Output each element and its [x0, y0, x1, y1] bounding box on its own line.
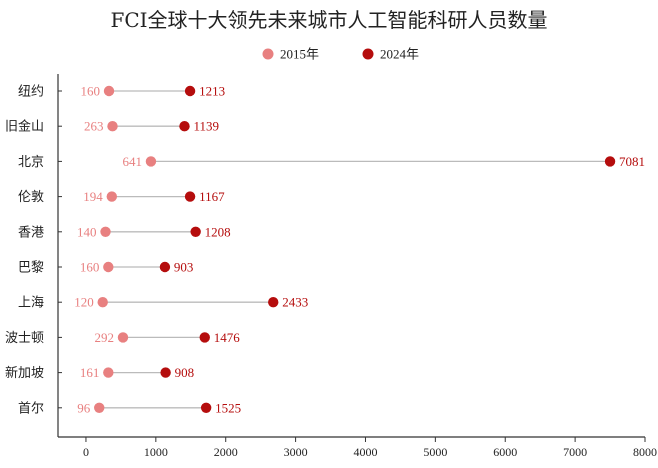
point-2024 [604, 156, 616, 167]
x-tick-label: 1000 [144, 445, 168, 459]
x-tick-label: 6000 [493, 445, 517, 459]
value-label-2015: 292 [94, 330, 114, 345]
value-label-2015: 160 [81, 84, 101, 99]
x-tick-label: 2000 [214, 445, 238, 459]
value-label-2015: 160 [80, 260, 100, 275]
category-label: 北京 [18, 155, 44, 170]
row-0: 纽约 160 1213 [18, 84, 225, 100]
x-tick-label: 5000 [423, 445, 447, 459]
point-2024 [159, 261, 171, 273]
point-2024 [184, 191, 196, 202]
row-9: 首尔 96 1525 [18, 400, 241, 416]
value-label-2024: 1213 [199, 84, 225, 99]
row-2: 北京 641 7081 [18, 154, 645, 170]
value-label-2015: 263 [84, 119, 104, 134]
category-label: 伦敦 [18, 189, 44, 205]
row-4: 香港 140 1208 [18, 224, 231, 240]
point-2015 [97, 297, 108, 308]
x-tick-label: 8000 [633, 445, 657, 459]
point-2015 [106, 191, 118, 202]
row-1: 旧金山 263 1139 [5, 119, 219, 135]
category-label: 上海 [18, 296, 44, 311]
legend-marker-2015 [262, 48, 274, 60]
category-label: 旧金山 [5, 119, 44, 135]
legend: 2015年 2024年 [262, 47, 419, 62]
row-3: 伦敦 194 1167 [18, 189, 225, 205]
legend-label-2024: 2024年 [380, 47, 419, 62]
value-label-2015: 194 [83, 189, 103, 204]
value-label-2015: 641 [122, 154, 142, 169]
point-2015 [103, 261, 114, 273]
value-label-2024: 1139 [193, 119, 219, 134]
value-label-2024: 2433 [282, 295, 308, 310]
point-2024 [200, 402, 212, 413]
category-label: 纽约 [18, 85, 44, 100]
row-8: 新加坡 161 908 [5, 365, 194, 381]
value-label-2024: 903 [174, 260, 194, 275]
point-2015 [103, 367, 114, 378]
x-tick-label: 3000 [284, 445, 308, 459]
value-label-2015: 140 [77, 224, 97, 239]
row-5: 巴黎 160 903 [18, 260, 193, 276]
point-2015 [103, 85, 115, 97]
x-axis-ticks: 0 1000 2000 3000 4000 5000 6000 7000 8000 [83, 437, 657, 459]
value-label-2024: 1476 [214, 330, 241, 345]
point-2024 [160, 367, 171, 378]
point-2015 [117, 332, 129, 343]
value-label-2024: 7081 [619, 154, 645, 169]
value-label-2024: 1208 [205, 224, 231, 239]
point-2024 [268, 297, 279, 308]
category-label: 首尔 [18, 401, 44, 416]
point-2024 [184, 85, 196, 97]
value-label-2015: 120 [74, 295, 94, 310]
x-tick-label: 0 [83, 445, 89, 459]
legend-marker-2024 [362, 48, 374, 60]
x-tick-label: 7000 [563, 445, 587, 459]
point-2015 [100, 226, 111, 237]
category-label: 新加坡 [5, 365, 44, 381]
legend-label-2015: 2015年 [280, 47, 319, 62]
category-label: 波士顿 [5, 331, 44, 346]
value-label-2015: 96 [77, 400, 91, 415]
plot-rows: 纽约 160 1213 旧金山 263 1139 北京 641 7081 伦敦 194 1167 香港 1… [5, 84, 645, 417]
row-6: 上海 120 2433 [18, 295, 308, 311]
category-label: 香港 [18, 225, 44, 240]
point-2015 [94, 402, 105, 413]
point-2024 [190, 226, 201, 237]
x-tick-label: 4000 [353, 445, 377, 459]
point-2024 [179, 121, 190, 132]
value-label-2015: 161 [80, 365, 100, 380]
point-2024 [199, 332, 210, 343]
value-label-2024: 1525 [215, 400, 241, 415]
row-7: 波士顿 292 1476 [5, 330, 240, 346]
value-label-2024: 908 [175, 365, 195, 380]
category-label: 巴黎 [18, 261, 44, 276]
point-2015 [145, 156, 157, 167]
chart-title: FCI全球十大领先未来城市人工智能科研人员数量 [110, 8, 547, 32]
value-label-2024: 1167 [199, 189, 225, 204]
point-2015 [107, 121, 118, 132]
